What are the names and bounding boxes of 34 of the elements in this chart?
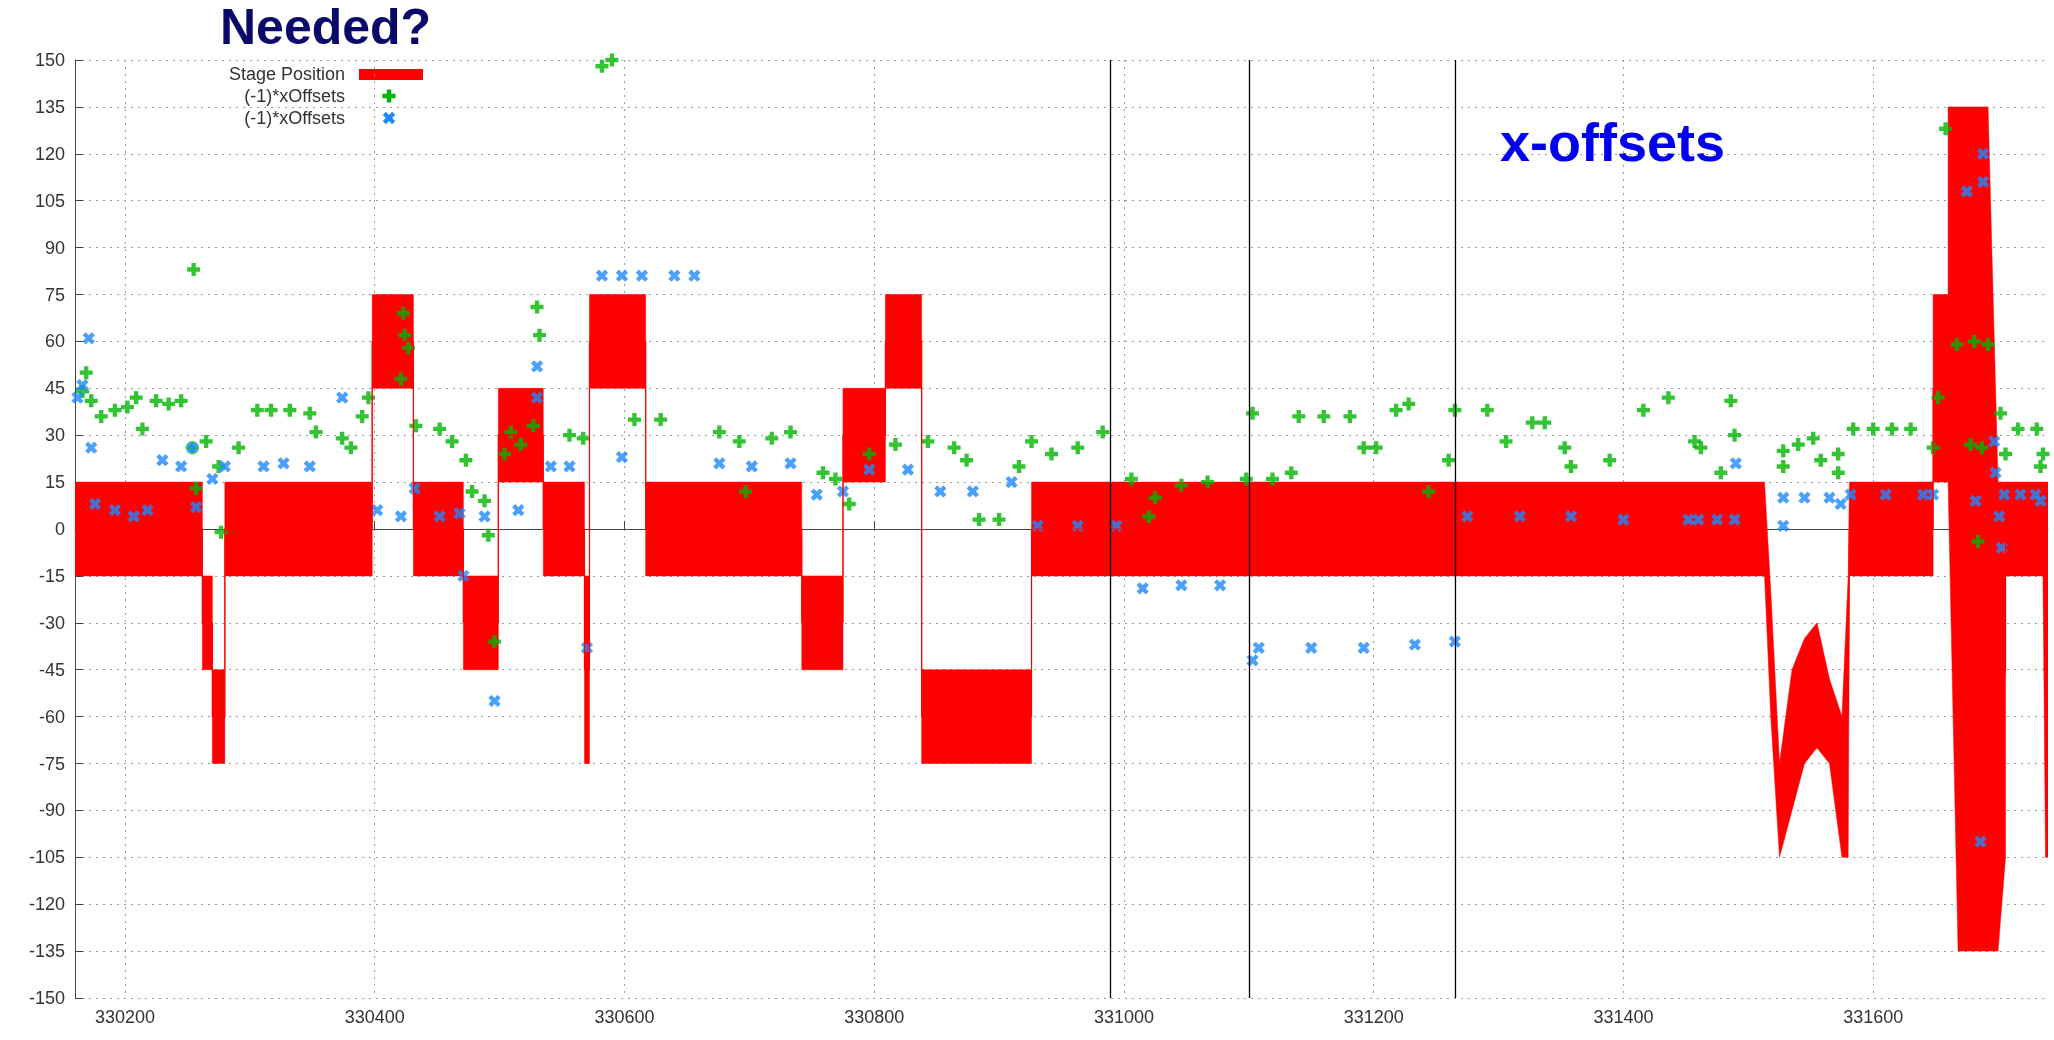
x-tick-label: 330400 bbox=[344, 1007, 405, 1027]
y-tick-label: 150 bbox=[34, 50, 65, 70]
y-tick-label: 135 bbox=[34, 96, 65, 117]
y-tick-label: 45 bbox=[44, 378, 65, 399]
y-tick-label: -45 bbox=[38, 659, 65, 680]
y-tick-label: -120 bbox=[28, 894, 65, 915]
text: Needed? bbox=[220, 0, 432, 55]
annotation: x-offsets bbox=[1500, 112, 1726, 172]
y-tick-label: 75 bbox=[44, 284, 65, 305]
y-tick-label: -30 bbox=[38, 612, 65, 633]
legend-label: (-1)*xOffsets bbox=[244, 108, 345, 128]
legend-label: Stage Position bbox=[228, 64, 345, 84]
legend-label: (-1)*xOffsets bbox=[244, 86, 345, 106]
y-tick-label: -150 bbox=[28, 988, 65, 1008]
x-tick-label: 330800 bbox=[844, 1007, 905, 1027]
y-tick-label: -15 bbox=[38, 565, 65, 586]
y-tick-label: 120 bbox=[34, 143, 65, 164]
y-tick-label: 105 bbox=[34, 190, 65, 211]
y-tick-label: 60 bbox=[44, 331, 65, 352]
y-tick-label: 0 bbox=[54, 519, 65, 539]
x-tick-label: 331200 bbox=[1343, 1007, 1404, 1027]
x-tick-label: 331600 bbox=[1843, 1007, 1904, 1027]
x-tick-label: 331000 bbox=[1093, 1007, 1154, 1027]
y-tick-label: -60 bbox=[38, 706, 65, 727]
x-tick-label: 330600 bbox=[594, 1007, 655, 1027]
y-tick-label: 15 bbox=[44, 472, 65, 493]
y-tick-label: 90 bbox=[44, 237, 65, 258]
y-tick-label: -105 bbox=[28, 847, 65, 868]
x-tick-label: 330200 bbox=[94, 1007, 155, 1027]
y-tick-label: -135 bbox=[28, 941, 65, 962]
y-tick-label: 30 bbox=[44, 425, 65, 446]
y-tick-label: -90 bbox=[38, 800, 65, 821]
y-tick-label: -75 bbox=[38, 753, 65, 774]
x-tick-label: 331400 bbox=[1593, 1007, 1654, 1027]
